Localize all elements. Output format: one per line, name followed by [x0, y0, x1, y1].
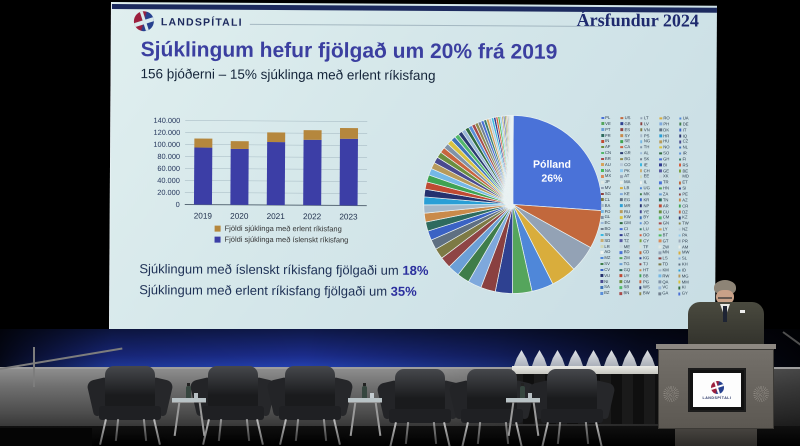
legend-swatch-islenskt [214, 236, 221, 243]
header-divider [249, 23, 602, 27]
armchair [528, 369, 616, 446]
wrapped-gifts [514, 350, 666, 366]
stat-line-islenskt: Sjúklingum með íslenskt ríkisfang fjölga… [139, 261, 429, 278]
starburst-decoration-right [753, 386, 769, 402]
svg-text:0: 0 [176, 200, 180, 209]
svg-text:80.000: 80.000 [157, 152, 180, 161]
podium-logo-screen: LANDSPÍTALI [688, 368, 746, 412]
speaker-glasses [718, 297, 732, 299]
legend-country-code: GA [658, 291, 677, 297]
svg-text:2023: 2023 [339, 212, 358, 221]
legend-country-code: BW [639, 291, 658, 297]
podium-base [675, 429, 757, 446]
landspitali-logo-icon-small [710, 380, 724, 394]
pie-slice [512, 115, 514, 205]
podium-top [656, 344, 776, 349]
stat-line-erlent: Sjúklingum með erlent ríkisfang fjölgaði… [139, 282, 417, 299]
side-table [348, 383, 382, 440]
side-table [172, 383, 206, 440]
legend-country-code: BN [619, 290, 639, 296]
landspitali-logo-icon [133, 11, 154, 32]
svg-text:100.000: 100.000 [153, 140, 180, 149]
podium: LANDSPÍTALI [656, 344, 776, 446]
bar-chart: 0 20.000 40.000 60.000 80.000 100.000 120.000 1… [153, 116, 368, 222]
armchair [448, 369, 536, 446]
water-bottle [186, 383, 191, 398]
armchair [86, 366, 174, 446]
stage-monitor [0, 428, 92, 446]
svg-text:60.000: 60.000 [157, 164, 180, 173]
bar-chart-legend: Fjöldi sjúklinga með erlent ríkisfang Fj… [214, 223, 349, 246]
starburst-decoration-left [663, 386, 679, 402]
svg-text:40.000: 40.000 [157, 176, 180, 185]
slide-subtitle: 156 þjóðerni – 15% sjúklinga með erlent … [140, 66, 436, 83]
pie-label-polland-pct: 26% [541, 173, 563, 185]
projection-screen: LANDSPÍTALI Ársfundur 2024 Sjúklingum he… [109, 2, 717, 333]
water-glass [370, 393, 374, 398]
armchair [189, 366, 277, 446]
slide-header: LANDSPÍTALI Ársfundur 2024 [133, 9, 699, 38]
svg-text:2022: 2022 [303, 212, 322, 221]
event-title: Ársfundur 2024 [576, 9, 699, 31]
speaker-pocket-square [740, 310, 745, 313]
podium-brand-name: LANDSPÍTALI [702, 395, 732, 400]
armchair [376, 369, 464, 446]
svg-text:2020: 2020 [230, 212, 249, 221]
side-table [506, 383, 540, 440]
water-bottle [520, 383, 525, 398]
growth-stats: Sjúklingum með íslenskt ríkisfang fjölga… [139, 258, 428, 302]
nationality-pie-chart: Pólland 26% [423, 115, 603, 294]
speaker-at-podium [688, 280, 764, 350]
mic-stand-pole [33, 347, 35, 387]
pie-label-polland: Pólland [533, 159, 571, 171]
svg-text:2019: 2019 [194, 212, 213, 221]
legend-item-erlent: Fjöldi sjúklinga með erlent ríkisfang [214, 223, 349, 235]
slide-title: Sjúklingum hefur fjölgað um 20% frá 2019 [140, 38, 558, 64]
legend-swatch-erlent [214, 225, 221, 232]
legend-label-erlent: Fjöldi sjúklinga með erlent ríkisfang [224, 223, 342, 234]
legend-item-islenskt: Fjöldi sjúklinga með íslenskt ríkisfang [214, 234, 349, 246]
legend-country-code: BZ [600, 290, 619, 296]
legend-label-islenskt: Fjöldi sjúklinga með íslenskt ríkisfang [224, 234, 349, 245]
water-glass [528, 393, 532, 398]
svg-text:2021: 2021 [267, 212, 286, 221]
brand-name: LANDSPÍTALI [160, 16, 243, 29]
pie-slice [512, 115, 603, 211]
podium-logo-display: LANDSPÍTALI [693, 373, 741, 407]
armchair [266, 366, 354, 446]
speaker-tie [723, 306, 727, 322]
water-bottle [362, 383, 367, 398]
svg-text:120.000: 120.000 [153, 128, 180, 137]
svg-text:140.000: 140.000 [154, 116, 181, 125]
water-glass [194, 393, 198, 398]
pie-country-legend: PL US LT RO UA VE GB LV PH DE PT ES VN DK IT FR SY PS HR IQ… [600, 115, 698, 298]
svg-text:20.000: 20.000 [157, 188, 180, 197]
